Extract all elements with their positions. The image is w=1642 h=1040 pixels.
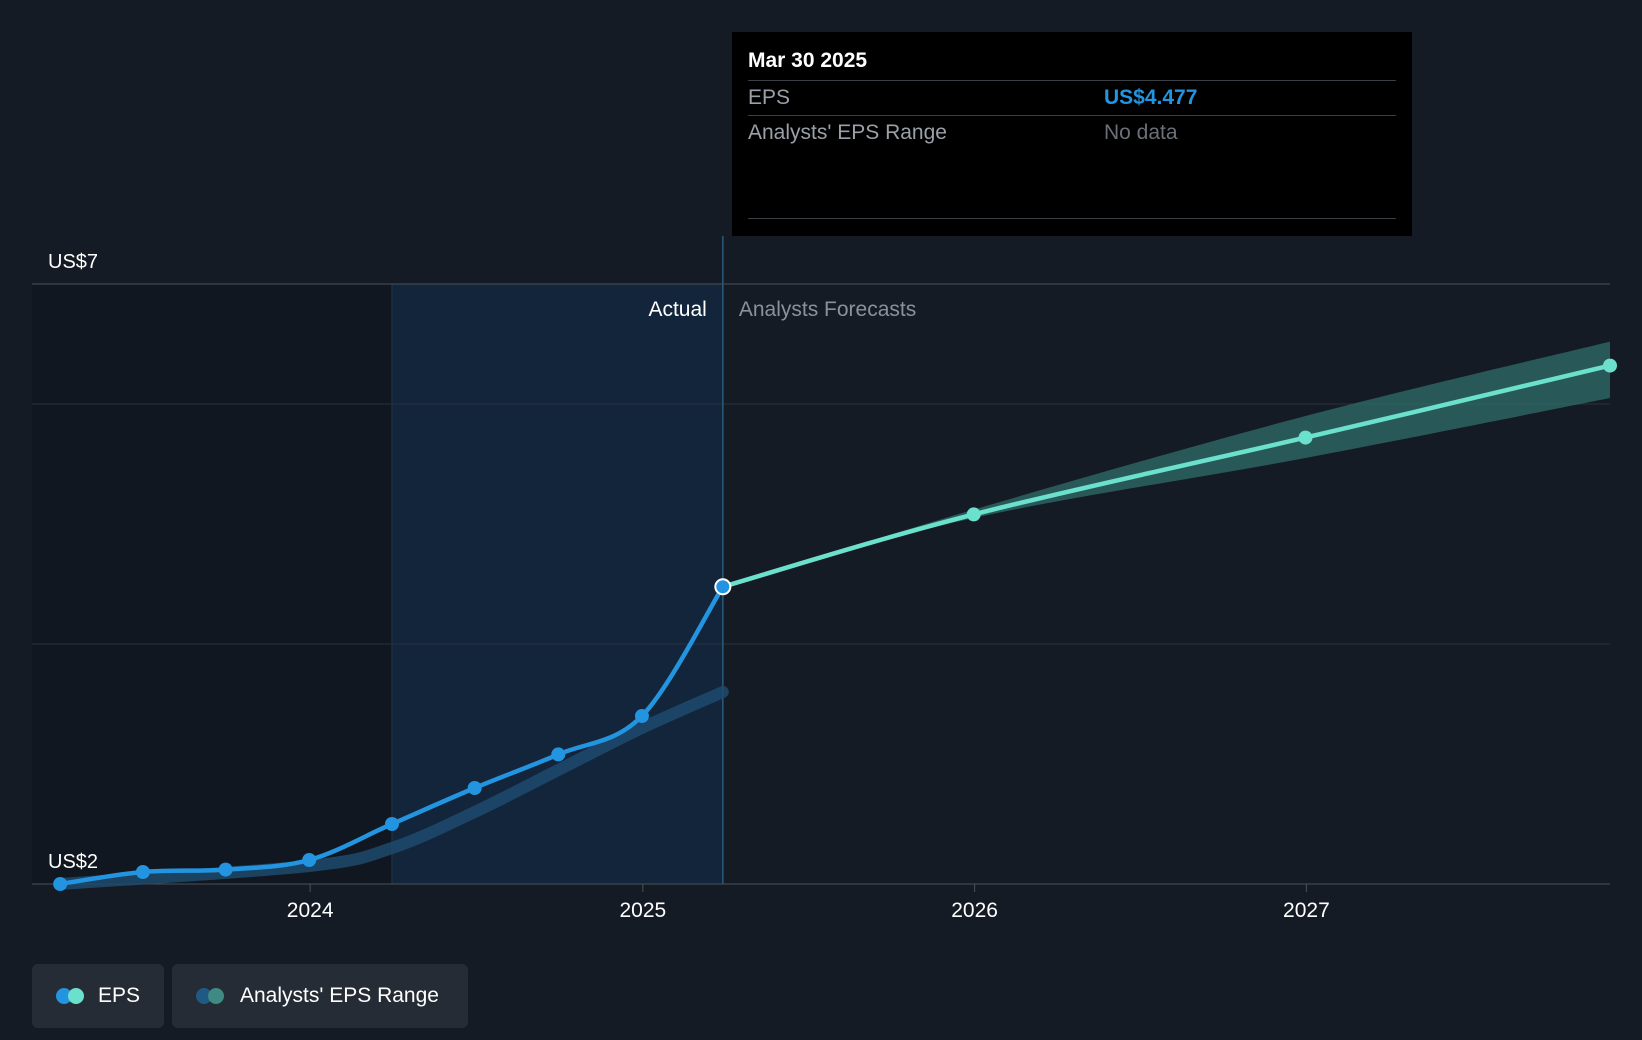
tooltip: Mar 30 2025 EPS US$4.477 Analysts' EPS R… xyxy=(732,32,1412,236)
eps-forecast-point xyxy=(1298,430,1313,445)
eps-actual-point xyxy=(302,853,317,867)
tooltip-eps-label: EPS xyxy=(748,86,791,109)
eps-actual-point xyxy=(384,817,399,831)
eps-range-legend-icon xyxy=(196,988,226,1004)
tooltip-date: Mar 30 2025 xyxy=(748,49,868,72)
tooltip-range-label: Analysts' EPS Range xyxy=(748,121,947,144)
x-tick-label: 2025 xyxy=(619,899,666,922)
actual-highlight-band xyxy=(391,284,723,884)
x-tick-label: 2027 xyxy=(1283,899,1330,922)
eps-actual-point xyxy=(218,862,233,877)
y-tick-label: US$7 xyxy=(48,251,98,273)
tooltip-divider xyxy=(748,218,1396,219)
eps-actual-point xyxy=(634,709,649,723)
x-tick-label: 2026 xyxy=(951,899,998,922)
forecast-label: Analysts Forecasts xyxy=(739,298,916,321)
legend-label-eps-range: Analysts' EPS Range xyxy=(240,984,439,1007)
eps-range-actual-band xyxy=(54,686,729,890)
eps-actual-point xyxy=(135,865,150,879)
legend-item-eps-range[interactable]: Analysts' EPS Range xyxy=(172,964,468,1028)
y-tick-label: US$2 xyxy=(48,851,98,873)
eps-legend-icon xyxy=(56,988,84,1004)
eps-actual-point xyxy=(53,877,68,891)
legend-label-eps: EPS xyxy=(97,984,140,1007)
legend-item-eps[interactable]: EPS xyxy=(32,964,164,1028)
tooltip-row-range: Analysts' EPS Range No data xyxy=(748,115,1396,150)
eps-forecast-line xyxy=(720,363,1613,590)
tooltip-range-value: No data xyxy=(1104,121,1178,144)
eps-actual-point xyxy=(551,747,566,762)
tooltip-row-eps: EPS US$4.477 xyxy=(748,80,1396,115)
eps-hover-point xyxy=(714,578,732,596)
eps-range-forecast-band xyxy=(722,341,1610,587)
x-tick-label: 2024 xyxy=(287,899,334,922)
tooltip-eps-value: US$4.477 xyxy=(1104,86,1198,109)
eps-forecast-point xyxy=(966,507,981,522)
actual-label: Actual xyxy=(648,298,706,321)
eps-actual-point xyxy=(467,781,482,795)
eps-forecast-point xyxy=(1603,358,1617,373)
